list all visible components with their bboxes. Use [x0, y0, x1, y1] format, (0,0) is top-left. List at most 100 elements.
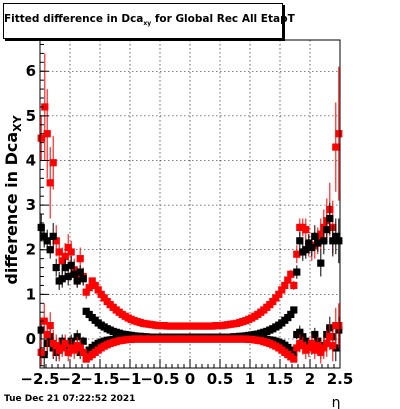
- data-point: [290, 281, 298, 290]
- data-point: [332, 143, 340, 151]
- data-point: [88, 277, 96, 285]
- data-point: [329, 237, 337, 245]
- x-tick-label: −2: [58, 370, 81, 388]
- data-point: [64, 348, 72, 356]
- data-point: [91, 281, 99, 290]
- data-point: [40, 232, 48, 240]
- data-point: [52, 342, 60, 350]
- data-point: [41, 103, 49, 111]
- x-tick-label: 0.5: [207, 370, 234, 388]
- y-tick-label: 0: [26, 330, 36, 348]
- data-point: [67, 248, 75, 256]
- data-point: [305, 344, 313, 352]
- title-tail: for Global Rec All EtapT: [151, 13, 295, 25]
- x-tick-label: 2.5: [327, 370, 354, 388]
- data-point: [49, 159, 57, 167]
- data-point: [290, 306, 298, 314]
- data-point: [46, 322, 54, 330]
- data-point: [76, 268, 84, 276]
- data-point: [61, 339, 69, 348]
- data-point: [61, 263, 69, 272]
- y-tick-label: 3: [26, 196, 36, 214]
- data-point: [332, 232, 340, 240]
- data-point: [37, 223, 45, 232]
- title-main: Fitted difference in Dca: [4, 13, 144, 25]
- data-point: [275, 290, 283, 298]
- data-point: [79, 275, 87, 283]
- data-point: [46, 179, 54, 187]
- footer-timestamp: Tue Dec 21 07:22:52 2021: [4, 394, 136, 404]
- y-tick-label: 6: [26, 62, 36, 80]
- data-point: [281, 281, 289, 290]
- data-point: [335, 130, 343, 138]
- title-subscript: xy: [143, 20, 152, 28]
- data-point: [311, 346, 319, 354]
- data-point: [317, 259, 325, 267]
- chart-title: Fitted difference in Dcaxy for Global Re…: [4, 13, 295, 28]
- data-point: [323, 339, 331, 348]
- data-point: [82, 288, 90, 296]
- data-point: [94, 286, 102, 294]
- data-point: [52, 237, 60, 245]
- y-tick-label: 2: [26, 241, 36, 259]
- data-point: [317, 348, 325, 356]
- data-point: [278, 286, 286, 294]
- x-tick-label: −1: [118, 370, 141, 388]
- axes: −2.5−2−1.5−1−0.5 0 0.5 1 1.5 2 2.5 0 1 2 3 4 5 6: [20, 43, 354, 388]
- x-tick-label: 1.5: [267, 370, 294, 388]
- data-point: [290, 355, 298, 363]
- y-tick-label: 1: [26, 285, 36, 303]
- data-point: [284, 276, 292, 284]
- data-point: [302, 246, 310, 254]
- data-point: [58, 257, 66, 265]
- data-point: [43, 330, 51, 339]
- data-point: [314, 239, 322, 247]
- data-point: [73, 277, 81, 285]
- y-axis-label-subscript: XY: [11, 114, 24, 131]
- x-tick-label: −2.5: [20, 370, 59, 388]
- data-point: [76, 344, 84, 352]
- data-point: [43, 130, 51, 138]
- data-point: [40, 317, 48, 325]
- data-point: [308, 339, 316, 348]
- data-point: [79, 337, 87, 345]
- data-point: [326, 214, 334, 223]
- data-point: [85, 284, 93, 292]
- data-point: [43, 237, 51, 245]
- x-tick-label: 0: [185, 370, 195, 388]
- data-point: [317, 230, 325, 238]
- data-point: [335, 237, 343, 245]
- data-point: [79, 348, 87, 356]
- grid: [40, 40, 340, 368]
- data-point: [311, 232, 319, 240]
- data-point: [305, 239, 313, 247]
- data-point: [323, 226, 331, 234]
- data-point: [329, 342, 337, 350]
- data-point: [311, 330, 319, 339]
- data-point: [46, 246, 54, 254]
- data-layer: [37, 53, 343, 368]
- x-axis-label: η: [332, 395, 341, 409]
- data-point: [287, 310, 295, 319]
- x-tick-label: −1.5: [80, 370, 119, 388]
- x-tick-label: 1: [245, 370, 255, 388]
- title-box: Fitted difference in Dcaxy for Global Re…: [3, 3, 295, 39]
- data-point: [296, 237, 304, 245]
- data-point: [314, 342, 322, 350]
- data-point: [58, 344, 66, 352]
- y-tick-label: 5: [26, 107, 36, 125]
- x-tick-label: −0.5: [140, 370, 179, 388]
- y-axis-label: difference in DcaXY: [2, 114, 24, 284]
- data-point: [64, 272, 72, 281]
- data-point: [37, 348, 45, 356]
- data-point: [293, 268, 301, 276]
- y-tick-label: 4: [26, 151, 36, 169]
- data-point: [55, 248, 63, 256]
- data-point: [335, 322, 343, 330]
- data-point: [49, 232, 57, 240]
- data-point: [293, 250, 301, 258]
- data-point: [320, 237, 328, 245]
- data-point: [67, 261, 75, 269]
- data-point: [320, 344, 328, 352]
